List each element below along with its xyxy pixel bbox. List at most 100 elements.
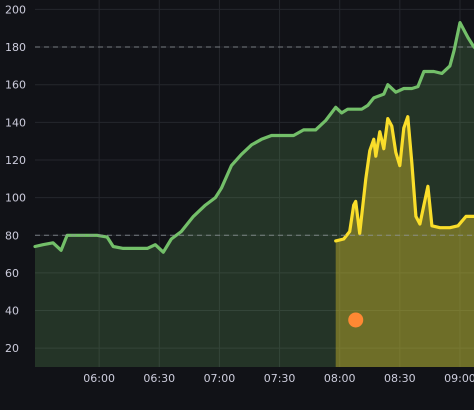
series-2-point bbox=[427, 185, 429, 187]
series-1-point bbox=[170, 238, 172, 240]
series-1-point bbox=[282, 134, 284, 136]
y-tick-label: 180 bbox=[5, 41, 26, 54]
x-tick-label: 06:00 bbox=[83, 372, 115, 385]
series-1-point bbox=[260, 138, 262, 140]
series-1-point bbox=[180, 230, 182, 232]
series-2-point bbox=[369, 149, 371, 151]
grid-layer bbox=[35, 0, 474, 367]
series-1-point bbox=[453, 50, 455, 52]
series-2-point bbox=[355, 200, 357, 202]
marker-layer bbox=[348, 312, 364, 328]
series-1-point bbox=[250, 144, 252, 146]
series-1-point bbox=[146, 247, 148, 249]
series-2-point bbox=[349, 230, 351, 232]
x-tick-label: 07:30 bbox=[264, 372, 296, 385]
series-1-point bbox=[240, 153, 242, 155]
series-2-point bbox=[431, 225, 433, 227]
series-2-point bbox=[403, 127, 405, 129]
series-2-point bbox=[457, 225, 459, 227]
y-tick-label: 120 bbox=[5, 154, 26, 167]
series-1-point bbox=[220, 187, 222, 189]
series-1-point bbox=[403, 87, 405, 89]
series-1-point bbox=[214, 196, 216, 198]
y-tick-label: 60 bbox=[5, 267, 19, 280]
series-layer bbox=[33, 21, 474, 367]
series-1-point bbox=[325, 119, 327, 121]
series-1-point bbox=[134, 247, 136, 249]
annotation-marker bbox=[348, 312, 364, 328]
series-1-point bbox=[192, 215, 194, 217]
series-1-point bbox=[302, 129, 304, 131]
series-1-point bbox=[122, 247, 124, 249]
series-2-area bbox=[335, 116, 474, 367]
threshold-layer bbox=[35, 46, 474, 236]
series-1-point bbox=[106, 236, 108, 238]
series-1-point bbox=[162, 251, 164, 253]
series-2-point bbox=[391, 125, 393, 127]
series-1-point bbox=[433, 70, 435, 72]
series-2-point bbox=[359, 232, 361, 234]
series-2-point bbox=[375, 155, 377, 157]
series-2-point bbox=[411, 163, 413, 165]
series-1-point bbox=[154, 244, 156, 246]
series-1-point bbox=[467, 36, 469, 38]
series-1-point bbox=[204, 204, 206, 206]
series-1-point bbox=[270, 134, 272, 136]
series-1-point bbox=[230, 164, 232, 166]
axes-layer: 20 40 60 80 100 120 140 160 180 200 06:00 06:30 07:0… bbox=[5, 3, 474, 385]
series-1-point bbox=[60, 249, 62, 251]
series-2-point bbox=[373, 138, 375, 140]
series-2-point bbox=[465, 215, 467, 217]
x-tick-label: 08:00 bbox=[324, 372, 356, 385]
series-1-point bbox=[373, 97, 375, 99]
series-1-point bbox=[96, 234, 98, 236]
series-2-point bbox=[407, 116, 409, 118]
y-tick-label: 80 bbox=[5, 229, 19, 242]
series-1-point bbox=[42, 244, 44, 246]
x-tick-label: 07:00 bbox=[204, 372, 236, 385]
x-tick-label: 06:30 bbox=[143, 372, 175, 385]
series-1-point bbox=[383, 93, 385, 95]
series-1-point bbox=[459, 21, 461, 23]
series-1-point bbox=[355, 108, 357, 110]
series-1-point bbox=[314, 129, 316, 131]
series-1-point bbox=[292, 134, 294, 136]
series-2-point bbox=[399, 164, 401, 166]
y-tick-label: 40 bbox=[5, 305, 19, 318]
series-1-point bbox=[441, 72, 443, 74]
series-1-point bbox=[341, 112, 343, 114]
series-1-point bbox=[417, 85, 419, 87]
series-1-point bbox=[367, 104, 369, 106]
y-tick-label: 100 bbox=[5, 192, 26, 205]
series-1-point bbox=[395, 91, 397, 93]
series-2-point bbox=[379, 131, 381, 133]
series-2-point bbox=[439, 227, 441, 229]
series-2-point bbox=[343, 238, 345, 240]
y-tick-label: 20 bbox=[5, 342, 19, 355]
x-tick-label: 08:30 bbox=[384, 372, 416, 385]
series-1-point bbox=[361, 108, 363, 110]
series-2-point bbox=[353, 204, 355, 206]
series-2-point bbox=[449, 227, 451, 229]
series-1-point bbox=[112, 245, 114, 247]
y-tick-label: 160 bbox=[5, 79, 26, 92]
series-2-point bbox=[383, 148, 385, 150]
series-2-point bbox=[415, 215, 417, 217]
series-1-point bbox=[423, 70, 425, 72]
series-1-point bbox=[335, 106, 337, 108]
series-1-point bbox=[52, 242, 54, 244]
series-1-point bbox=[347, 108, 349, 110]
series-1-point bbox=[34, 245, 36, 247]
series-2-point bbox=[423, 204, 425, 206]
series-2-point bbox=[387, 117, 389, 119]
series-2-point bbox=[419, 223, 421, 225]
series-2-point bbox=[365, 178, 367, 180]
series-2-line bbox=[334, 115, 474, 243]
series-2-point bbox=[335, 240, 337, 242]
series-1-point bbox=[387, 84, 389, 86]
series-2-point bbox=[395, 151, 397, 153]
series-1-point bbox=[411, 87, 413, 89]
y-tick-label: 200 bbox=[5, 3, 26, 16]
